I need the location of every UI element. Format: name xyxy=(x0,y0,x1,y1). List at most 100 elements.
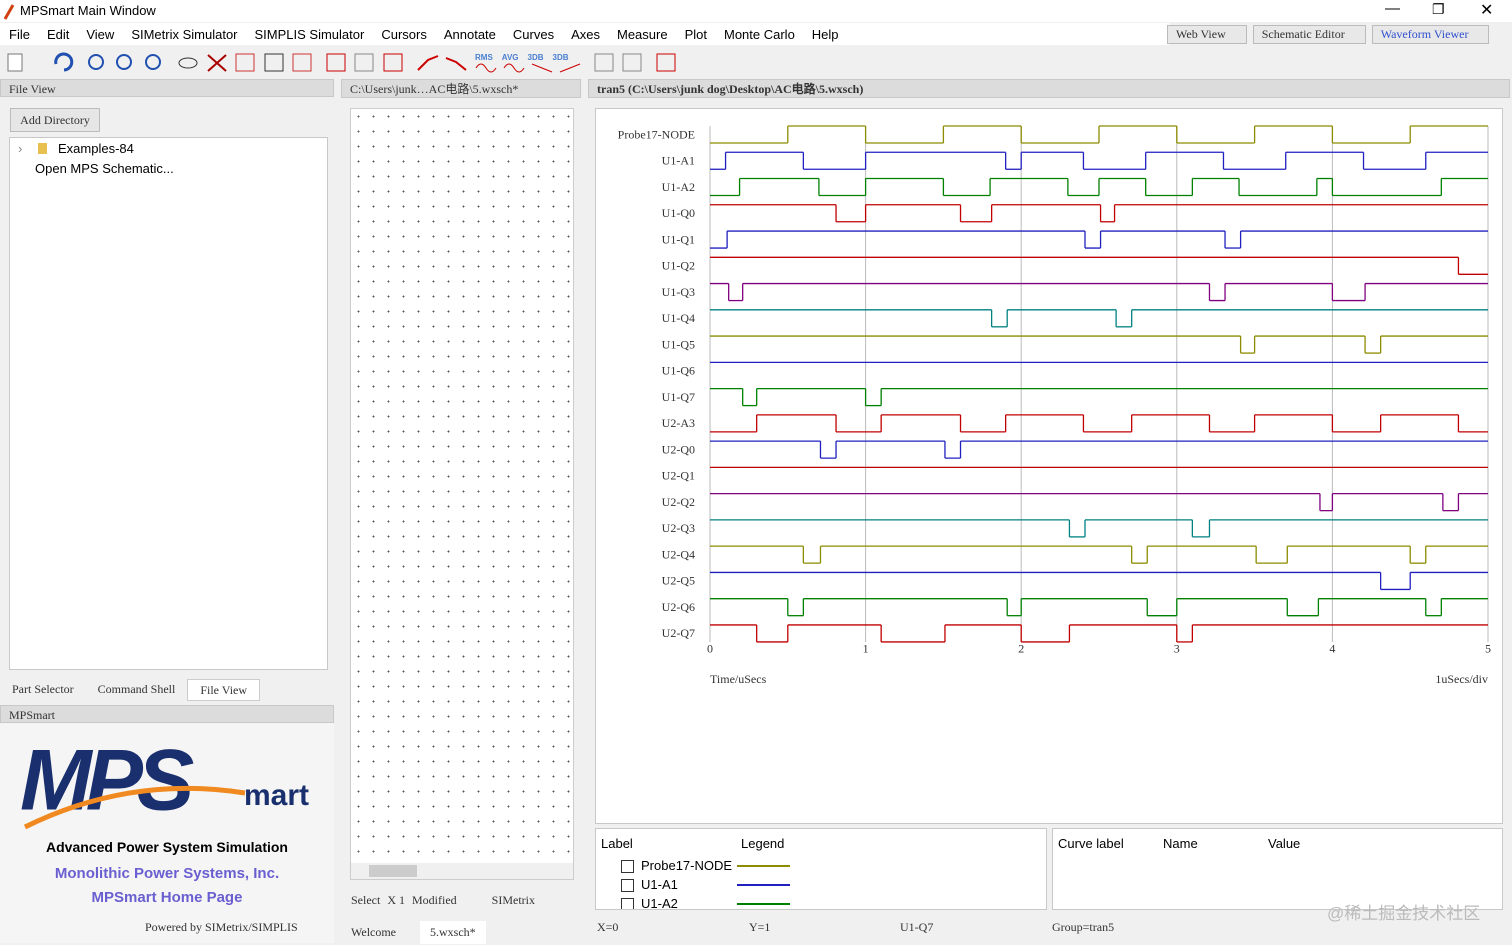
trace-label: U2-Q4 xyxy=(662,547,695,561)
menu-item[interactable]: Plot xyxy=(684,26,707,42)
x-tick-label: 0 xyxy=(707,642,713,656)
status-item: SIMetrix xyxy=(491,893,536,907)
legend-header: Label xyxy=(601,836,633,851)
menu-item[interactable]: File xyxy=(9,26,30,42)
legend-name: U1-A2 xyxy=(641,896,678,910)
view-button[interactable]: Web View xyxy=(1167,25,1247,44)
schematic-status: Select X 1 Modified SIMetrix xyxy=(351,893,581,908)
trace-label: U1-Q1 xyxy=(662,232,695,246)
title-bar: MPSmart Main Window — ❐ ✕ xyxy=(0,0,1512,22)
status-item: U1-Q7 xyxy=(900,920,934,934)
trace-label: U1-Q2 xyxy=(662,259,695,273)
cursor-header: Value xyxy=(1268,836,1301,851)
watermark: @稀土掘金技术社区 xyxy=(1327,904,1481,923)
legend-swatch xyxy=(737,884,790,886)
menu-item[interactable]: View xyxy=(86,26,115,42)
app-icon xyxy=(3,4,15,20)
trace-label: U2-A3 xyxy=(662,416,695,430)
view-button[interactable]: Waveform Viewer xyxy=(1371,25,1490,44)
plot-area: 0 1 2 3 4 5 Time/uSecs 1uSecs/div Probe17-NODE U1… xyxy=(595,108,1503,824)
toolbar-label: 3DB xyxy=(552,53,569,62)
menu-item[interactable]: SIMPLIS Simulator xyxy=(254,26,365,42)
trace-label: U2-Q3 xyxy=(662,521,695,535)
menu-item[interactable]: Monte Carlo xyxy=(723,26,795,42)
menu-item[interactable]: Curves xyxy=(512,26,555,42)
legend-panel: Label Legend Probe17-NODE U1-A1 U1-A2 xyxy=(595,828,1047,910)
tree-item[interactable]: Examples-84 xyxy=(58,141,134,156)
trace-label: U1-Q5 xyxy=(662,337,695,351)
x-tick-label: 1 xyxy=(863,642,869,656)
x-axis-label: Time/uSecs xyxy=(710,672,767,686)
toolbar-labels: RMS AVG 3DB 3DB xyxy=(475,53,569,62)
trace-label: U1-Q3 xyxy=(662,285,695,299)
legend-checkbox[interactable] xyxy=(621,898,634,909)
schematic-canvas[interactable] xyxy=(350,108,574,880)
logo-mart: mart xyxy=(244,779,309,812)
toolbar-label: AVG xyxy=(501,53,519,62)
home-link[interactable]: MPSmart Home Page xyxy=(91,889,243,906)
legend-name: Probe17-NODE xyxy=(641,858,733,873)
trace-label: U1-A1 xyxy=(662,154,695,168)
tree-item[interactable]: Open MPS Schematic... xyxy=(35,161,174,176)
menu-item[interactable]: Edit xyxy=(46,26,70,42)
close[interactable]: ✕ xyxy=(1480,2,1494,19)
legend-swatch xyxy=(737,903,790,905)
x-tick-label: 3 xyxy=(1174,642,1180,656)
toolbar-label: RMS xyxy=(475,53,493,62)
legend-checkbox[interactable] xyxy=(621,879,634,892)
trace-label: U1-A2 xyxy=(662,180,695,194)
minimize[interactable]: — xyxy=(1385,0,1400,17)
menu-item[interactable]: Measure xyxy=(617,26,668,42)
view-button[interactable]: Schematic Editor xyxy=(1252,25,1366,44)
add-directory-button[interactable]: Add Directory xyxy=(10,108,100,132)
h-scrollbar[interactable] xyxy=(351,863,573,879)
chart: 0 1 2 3 4 5 Time/uSecs 1uSecs/div Probe17-NODE U1… xyxy=(618,125,1491,686)
tree-expander[interactable]: › xyxy=(18,141,23,156)
menu-item[interactable]: Cursors xyxy=(381,26,427,42)
trace-label: U1-Q6 xyxy=(662,364,695,378)
menu-item[interactable]: Help xyxy=(811,26,839,42)
toolbar-icons xyxy=(7,52,676,73)
company-link[interactable]: Monolithic Power Systems, Inc. xyxy=(54,865,280,882)
left-tabs: Part Selector Command Shell File View xyxy=(0,679,336,701)
mpsmart-panel: MPS mart Advanced Power System Simulatio… xyxy=(0,723,334,943)
x-tick-label: 4 xyxy=(1329,642,1335,656)
x-tick-label: 5 xyxy=(1485,642,1491,656)
status-bar: X=0 Y=1 U1-Q7 Group=tran5 xyxy=(597,920,1497,936)
status-item: X 1 xyxy=(387,893,405,907)
menu-item[interactable]: Annotate xyxy=(443,26,496,42)
menu-item[interactable]: SIMetrix Simulator xyxy=(131,26,238,42)
window-title: MPSmart Main Window xyxy=(20,3,156,18)
file-tree: › Examples-84 Open MPS Schematic... xyxy=(9,137,328,670)
cursor-panel: Curve label Name Value xyxy=(1052,828,1503,910)
legend-checkbox[interactable] xyxy=(621,860,634,873)
status-item: Group=tran5 xyxy=(1052,920,1115,934)
menu-bar: File Edit View SIMetrix Simulator SIMPLIS Si… xyxy=(0,23,1169,45)
tab[interactable]: Part Selector xyxy=(12,682,74,696)
tab[interactable]: Welcome xyxy=(351,925,397,939)
menu-item[interactable]: Axes xyxy=(571,26,600,42)
trace-label: U2-Q7 xyxy=(662,626,695,640)
x-scale-label: 1uSecs/div xyxy=(1435,672,1488,686)
status-item: Modified xyxy=(412,893,457,907)
trace-label: U1-Q0 xyxy=(662,206,695,220)
tab[interactable]: Command Shell xyxy=(97,682,176,696)
legend-header: Legend xyxy=(741,836,785,851)
view-switcher: Web View Schematic Editor Waveform Viewer xyxy=(1167,25,1490,44)
tab[interactable]: 5.wxsch* xyxy=(408,921,486,944)
trace-label: U2-Q0 xyxy=(662,442,695,456)
trace-label: U2-Q5 xyxy=(662,574,695,588)
tagline: Advanced Power System Simulation xyxy=(46,839,288,855)
tab[interactable]: File View xyxy=(187,679,261,701)
restore[interactable]: ❐ xyxy=(1432,1,1445,17)
trace-label: Probe17-NODE xyxy=(618,127,695,141)
scroll-thumb[interactable] xyxy=(369,865,417,877)
status-item: Select xyxy=(351,893,381,907)
trace-label: U2-Q2 xyxy=(662,495,695,509)
file-view-header: File View xyxy=(0,79,334,97)
schematic-tab[interactable]: C:\Users\junk…AC电路\5.wxsch* xyxy=(341,79,581,98)
status-item: Y=1 xyxy=(749,920,771,934)
trace-label: U2-Q6 xyxy=(662,600,695,614)
schematic-tabs: Welcome 5.wxsch* xyxy=(341,921,486,944)
